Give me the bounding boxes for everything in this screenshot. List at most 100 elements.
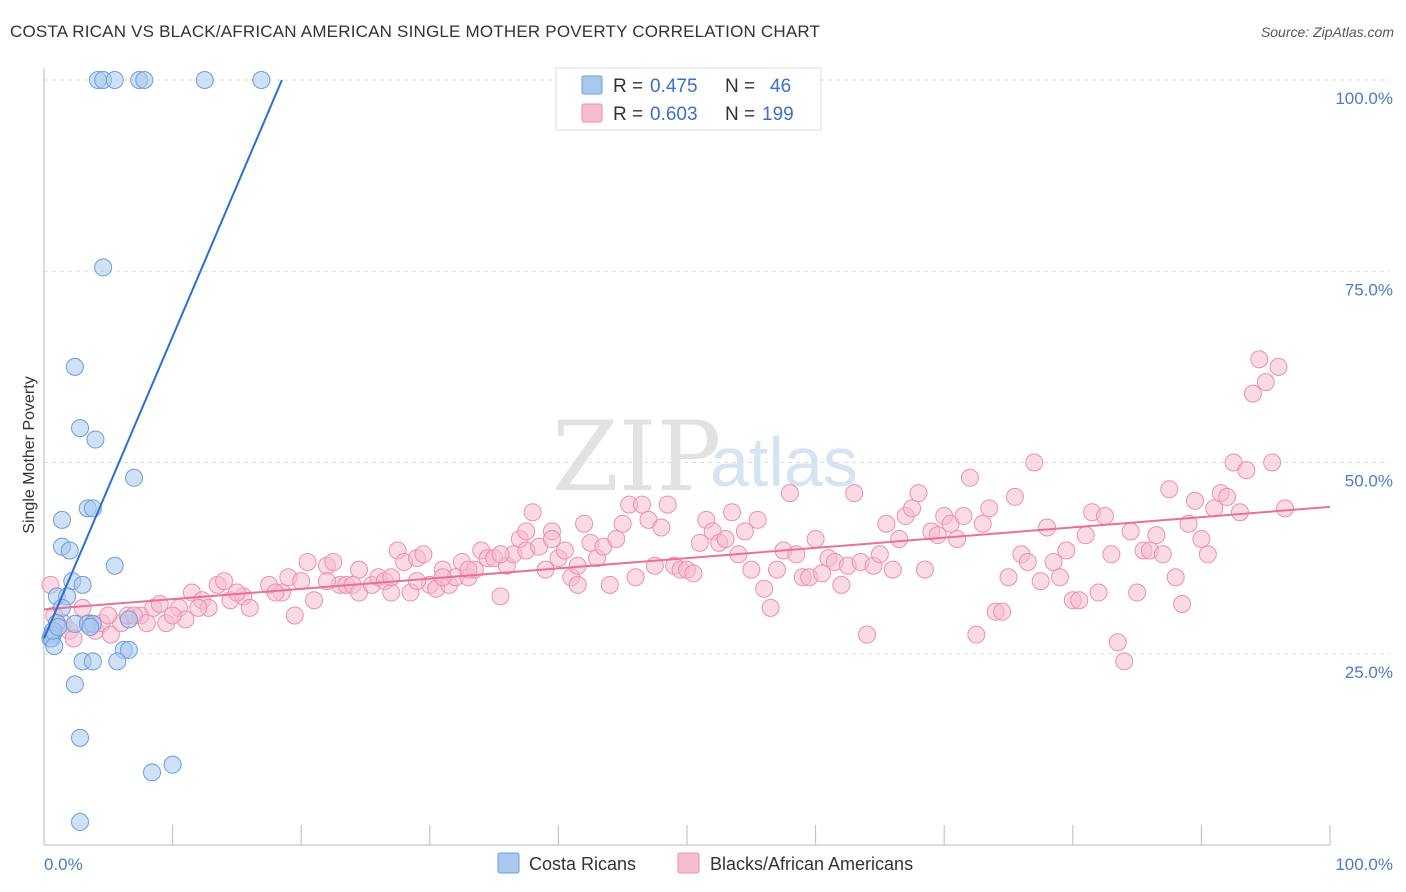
blacks-african-americans-point	[1192, 530, 1211, 548]
blacks-african-americans-point	[915, 560, 934, 579]
blacks-african-americans-point	[960, 468, 979, 487]
blacks-african-americans-point	[1269, 357, 1288, 376]
costa-ricans-point	[71, 728, 90, 747]
blacks-african-americans-point	[99, 606, 118, 625]
blacks-african-americans-point	[761, 598, 780, 617]
blacks-african-americans-point	[735, 522, 754, 541]
blacks-african-americans-point	[240, 598, 259, 617]
costa-ricans-point	[119, 610, 138, 629]
blacks-african-americans-point	[690, 533, 709, 552]
costa-ricans-point	[71, 813, 90, 832]
blacks-african-americans-point	[542, 530, 561, 548]
blacks-african-americans-point	[1070, 591, 1089, 610]
blacks-african-americans-point	[491, 587, 510, 606]
y-tick-label: 75.0%	[1345, 280, 1393, 299]
blacks-african-americans-point	[742, 560, 761, 579]
blacks-african-americans-point	[459, 560, 478, 579]
costa-ricans-point	[45, 637, 64, 656]
blacks-african-americans-point	[813, 564, 832, 583]
blacks-african-americans-point	[1166, 568, 1185, 587]
blacks-african-americans-point	[491, 545, 510, 564]
blacks-african-americans-point	[1243, 384, 1262, 403]
bottom-legend-swatch-blue	[497, 852, 520, 874]
blacks-african-americans-point	[755, 579, 774, 598]
blacks-african-americans-point	[1218, 487, 1237, 506]
blacks-african-americans-point	[1173, 595, 1192, 614]
blacks-african-americans-point	[1121, 522, 1140, 541]
blacks-african-americans-point	[555, 541, 574, 560]
blacks-african-americans-point	[973, 514, 992, 533]
blacks-african-americans-point	[517, 522, 536, 541]
costa-ricans-point	[119, 640, 138, 659]
blacks-african-americans-point	[1237, 461, 1256, 480]
blacks-african-americans-point	[1275, 499, 1294, 518]
blacks-african-americans-point	[883, 560, 902, 579]
costa-ricans-point	[86, 430, 105, 449]
blacks-african-americans-point	[350, 560, 369, 579]
blacks-african-americans-point	[1018, 552, 1037, 571]
series-costa-ricans	[41, 71, 271, 832]
blacks-african-americans-point	[600, 575, 619, 594]
blacks-african-americans-point	[1057, 541, 1076, 560]
series-blacks-african-americans	[41, 350, 1294, 671]
legend-n-label-1: N =	[725, 76, 755, 97]
blacks-african-americans-point	[73, 598, 92, 617]
blacks-african-americans-point	[806, 530, 825, 548]
blacks-african-americans-point	[999, 568, 1018, 587]
costa-ricans-point	[143, 763, 162, 782]
legend-n-label-2: N =	[725, 104, 755, 125]
blacks-african-americans-point	[137, 614, 156, 633]
blacks-african-americans-point	[324, 552, 343, 571]
costa-ricans-point	[252, 71, 271, 89]
blacks-african-americans-point	[607, 530, 626, 548]
blacks-african-americans-point	[684, 564, 703, 583]
blacks-african-americans-point	[298, 552, 317, 571]
blacks-african-americans-point	[1076, 526, 1095, 545]
costa-ricans-point	[81, 617, 100, 636]
x-tick-label-min: 0.0%	[44, 855, 83, 874]
y-tick-label: 100.0%	[1335, 89, 1393, 108]
costa-ricans-point	[163, 755, 182, 774]
blacks-african-americans-point	[948, 530, 967, 548]
y-axis-label: Single Mother Poverty	[21, 376, 38, 533]
blacks-african-americans-point	[980, 499, 999, 518]
blacks-african-americans-point	[903, 499, 922, 518]
blacks-african-americans-point	[568, 575, 587, 594]
blacks-african-americans-point	[967, 625, 986, 644]
costa-ricans-point	[83, 652, 102, 671]
blacks-african-americans-point	[1198, 545, 1217, 564]
chart-title: COSTA RICAN VS BLACK/AFRICAN AMERICAN SI…	[10, 22, 821, 41]
blacks-african-americans-point	[870, 545, 889, 564]
blacks-african-americans-point	[1147, 526, 1166, 545]
blacks-african-americans-point	[716, 530, 735, 548]
blacks-african-americans-point	[1005, 487, 1024, 506]
chart-source: Source: ZipAtlas.com	[1260, 24, 1394, 40]
legend: R = 0.475 N = 46 R = 0.603 N = 199	[555, 67, 822, 131]
costa-ricans-point	[135, 71, 154, 89]
legend-n-value-2: 199	[762, 104, 794, 125]
blacks-african-americans-point	[658, 495, 677, 514]
y-tick-label: 50.0%	[1345, 472, 1393, 491]
blacks-african-americans-point	[1263, 453, 1282, 472]
costa-ricans-point	[125, 468, 144, 487]
costa-ricans-point	[105, 71, 124, 89]
blacks-african-americans-point	[163, 606, 182, 625]
blacks-african-americans-point	[780, 484, 799, 503]
blacks-african-americans-point	[1160, 480, 1179, 499]
blacks-african-americans-point	[768, 560, 787, 579]
blacks-african-americans-point	[1108, 633, 1127, 652]
blacks-african-americans-point	[1025, 453, 1044, 472]
x-axis-ticks	[43, 825, 1331, 845]
blacks-african-americans-point	[189, 598, 208, 617]
trend-lines	[43, 79, 1331, 639]
blacks-african-americans-point	[215, 572, 234, 591]
trend-line-blacks-african-americans	[43, 505, 1331, 611]
blacks-african-americans-point	[1185, 491, 1204, 510]
blacks-african-americans-point	[382, 568, 401, 587]
blacks-african-americans-point	[1128, 583, 1147, 602]
blacks-african-americans-point	[292, 572, 311, 591]
bottom-legend-swatch-pink	[677, 852, 700, 874]
costa-ricans-point	[53, 510, 72, 529]
blacks-african-americans-point	[1095, 507, 1114, 526]
blacks-african-americans-point	[1038, 518, 1057, 537]
